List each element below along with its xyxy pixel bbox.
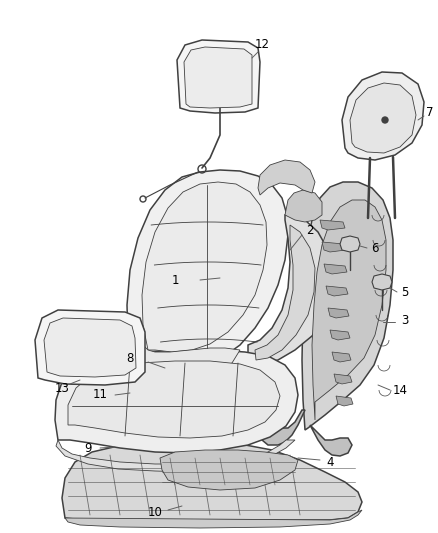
- Polygon shape: [44, 318, 136, 377]
- Polygon shape: [332, 352, 351, 362]
- Polygon shape: [342, 72, 424, 160]
- Text: 14: 14: [392, 384, 407, 397]
- Polygon shape: [312, 200, 386, 420]
- Text: 4: 4: [326, 456, 334, 469]
- Polygon shape: [328, 308, 349, 318]
- Polygon shape: [330, 330, 350, 340]
- Polygon shape: [142, 182, 267, 352]
- Polygon shape: [160, 450, 298, 490]
- Text: 10: 10: [148, 505, 162, 519]
- Polygon shape: [302, 182, 393, 430]
- Text: 9: 9: [84, 441, 92, 455]
- Polygon shape: [65, 510, 362, 528]
- Text: 3: 3: [401, 313, 409, 327]
- Text: 1: 1: [171, 273, 179, 287]
- Polygon shape: [184, 47, 252, 108]
- Polygon shape: [62, 442, 362, 520]
- Polygon shape: [320, 220, 345, 230]
- Text: 13: 13: [55, 382, 70, 394]
- Polygon shape: [68, 361, 280, 438]
- Text: 7: 7: [426, 106, 434, 118]
- Text: 12: 12: [254, 37, 269, 51]
- Polygon shape: [248, 215, 333, 363]
- Polygon shape: [336, 396, 353, 406]
- Text: 6: 6: [371, 241, 379, 254]
- Polygon shape: [255, 225, 315, 360]
- Polygon shape: [35, 310, 145, 385]
- Text: 11: 11: [92, 389, 107, 401]
- Polygon shape: [334, 374, 352, 384]
- Polygon shape: [55, 350, 298, 453]
- Polygon shape: [262, 410, 305, 445]
- Polygon shape: [372, 274, 392, 290]
- Polygon shape: [127, 170, 288, 370]
- Polygon shape: [258, 160, 315, 195]
- Polygon shape: [340, 236, 360, 252]
- Polygon shape: [322, 242, 346, 252]
- Text: 5: 5: [401, 286, 409, 298]
- Text: 2: 2: [306, 223, 314, 237]
- Polygon shape: [350, 83, 416, 153]
- Polygon shape: [310, 425, 352, 456]
- Polygon shape: [285, 190, 322, 222]
- Polygon shape: [177, 40, 260, 113]
- Polygon shape: [326, 286, 348, 296]
- Circle shape: [382, 117, 388, 123]
- Polygon shape: [56, 440, 295, 472]
- Polygon shape: [324, 264, 347, 274]
- Polygon shape: [140, 345, 240, 373]
- Text: 8: 8: [126, 351, 134, 365]
